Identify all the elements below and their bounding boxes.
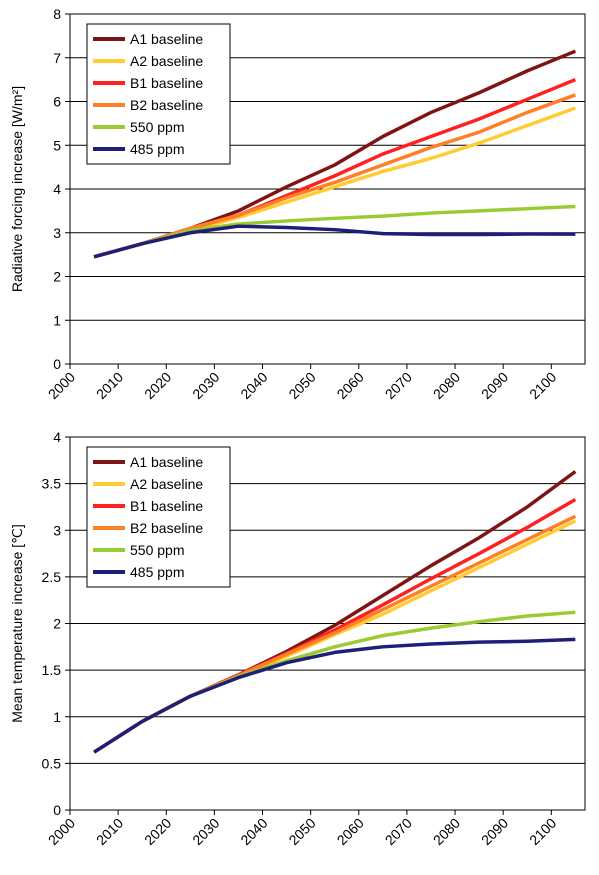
x-tick-label: 2010 [93,815,126,848]
y-tick-label: 1.5 [42,662,62,678]
x-tick-label: 2020 [141,815,174,848]
x-tick-label: 2030 [189,815,222,848]
y-tick-label: 3.5 [42,476,62,492]
legend: A1 baseline A2 baseline B1 baseline B2 base… [86,23,231,165]
y-tick-label: 8 [53,6,61,22]
plot-frame [69,13,586,365]
x-tick-label: 2060 [334,815,367,848]
series-line [93,224,576,259]
x-tick-label: 2100 [526,815,559,848]
plot-frame [69,436,586,811]
x-tick-label: 2050 [285,369,318,402]
y-tick-label: 5 [53,137,61,153]
y-tick-label: 1 [53,709,61,725]
legend-label: B2 baseline [130,520,203,536]
legend-box [86,446,231,588]
y-tick-label: 3 [53,522,61,538]
y-tick-label: 0 [53,356,61,372]
legend-label: A2 baseline [130,53,203,69]
x-tick-label: 2080 [430,815,463,848]
x-tick-label: 2100 [526,369,559,402]
x-tick-label: 2090 [478,369,511,402]
y-tick-label: 4 [53,429,61,445]
x-tick-label: 2070 [382,815,415,848]
x-tick-label: 2040 [237,815,270,848]
legend-label: 485 ppm [130,141,184,157]
x-tick-label: 2090 [478,815,511,848]
legend-label: A1 baseline [130,454,203,470]
legend: A1 baseline A2 baseline B1 baseline B2 base… [86,446,231,588]
legend-label: 550 ppm [130,542,184,558]
series-line [93,637,576,754]
x-tick-label: 2070 [382,369,415,402]
series-line [93,204,576,259]
y-tick-label: 6 [53,94,61,110]
y-tick-label: 0.5 [42,755,62,771]
y-tick-label: 1 [53,312,61,328]
x-tick-label: 2030 [189,369,222,402]
x-tick-label: 2000 [45,815,78,848]
x-tick-label: 2080 [430,369,463,402]
y-tick-label: 0 [53,802,61,818]
y-tick-label: 2 [53,616,61,632]
y-tick-label: 4 [53,181,61,197]
y-tick-label: 7 [53,50,61,66]
legend-label: B1 baseline [130,75,203,91]
legend-box [86,23,231,165]
legend-label: 550 ppm [130,119,184,135]
y-tick-label: 3 [53,225,61,241]
x-tick-label: 2000 [45,369,78,402]
legend-label: A2 baseline [130,476,203,492]
legend-label: A1 baseline [130,31,203,47]
y-axis-label: Radiative forcing increase [W/m²] [9,86,25,292]
legend-label: 485 ppm [130,564,184,580]
x-tick-label: 2050 [285,815,318,848]
x-tick-label: 2040 [237,369,270,402]
legend-label: B2 baseline [130,97,203,113]
y-tick-label: 2.5 [42,569,62,585]
x-tick-label: 2020 [141,369,174,402]
y-axis-label: Mean temperature increase [℃] [9,524,25,723]
x-tick-label: 2060 [334,369,367,402]
legend-label: B1 baseline [130,498,203,514]
x-tick-label: 2010 [93,369,126,402]
y-tick-label: 2 [53,269,61,285]
